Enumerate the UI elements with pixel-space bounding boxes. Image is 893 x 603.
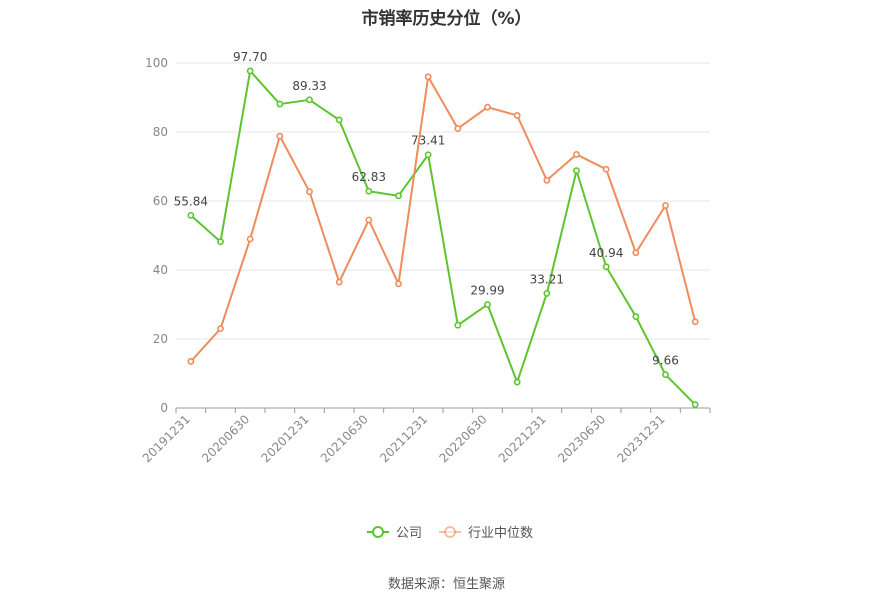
data-point xyxy=(513,112,521,119)
x-tick-label: 20200630 xyxy=(199,412,252,465)
data-point xyxy=(395,192,402,200)
data-label: 29.99 xyxy=(470,284,504,298)
series-line-1 xyxy=(190,75,697,363)
series-line-0 xyxy=(190,69,696,406)
data-point xyxy=(454,321,462,329)
legend-label: 公司 xyxy=(396,526,422,541)
x-tick-label: 20210630 xyxy=(318,412,371,465)
data-point xyxy=(602,263,610,271)
data-point xyxy=(691,318,699,326)
y-tick-label: 20 xyxy=(153,332,168,346)
data-point xyxy=(573,167,580,175)
data-point xyxy=(365,187,373,195)
data-label: 62.83 xyxy=(352,170,386,184)
legend-swatch-marker xyxy=(372,526,384,538)
data-point xyxy=(454,125,462,132)
data-point xyxy=(424,151,432,159)
y-tick-label: 60 xyxy=(153,194,168,208)
data-point xyxy=(246,235,254,243)
data-point xyxy=(662,202,669,209)
data-point xyxy=(335,116,343,124)
data-point xyxy=(365,216,373,224)
data-point xyxy=(187,358,195,365)
data-point xyxy=(306,96,313,104)
data-point xyxy=(632,249,640,257)
data-point xyxy=(543,290,551,297)
legend-swatch-marker xyxy=(444,526,456,538)
x-tick-label: 20221231 xyxy=(496,412,549,465)
x-tick-label: 20230630 xyxy=(555,412,608,465)
data-point xyxy=(543,176,551,184)
x-tick-label: 20211231 xyxy=(377,412,430,465)
data-point xyxy=(276,132,284,140)
data-point xyxy=(246,67,254,75)
data-label: 55.84 xyxy=(174,194,208,208)
x-tick-label: 20220630 xyxy=(437,412,490,465)
data-point xyxy=(691,401,699,408)
x-tick-label: 20191231 xyxy=(140,412,193,465)
data-point xyxy=(484,103,491,111)
y-tick-label: 40 xyxy=(153,263,168,277)
data-point xyxy=(217,325,224,333)
data-point xyxy=(395,280,402,288)
y-tick-label: 0 xyxy=(160,401,168,415)
data-label: 9.66 xyxy=(652,354,679,368)
y-tick-label: 100 xyxy=(145,56,168,70)
data-point xyxy=(187,211,195,219)
data-label: 33.21 xyxy=(530,272,564,286)
data-label: 73.41 xyxy=(411,134,445,148)
data-point xyxy=(335,278,343,286)
chart-title: 市销率历史分位（%） xyxy=(361,9,532,29)
y-tick-label: 80 xyxy=(153,125,168,139)
data-point xyxy=(306,188,313,196)
data-label: 89.33 xyxy=(292,79,326,93)
data-point xyxy=(602,165,610,173)
source-note: 数据来源：恒生聚源 xyxy=(387,577,505,592)
data-point xyxy=(484,301,491,308)
legend-label: 行业中位数 xyxy=(468,526,533,541)
x-tick-label: 20201231 xyxy=(259,412,312,465)
data-point xyxy=(662,371,669,379)
data-point xyxy=(573,151,580,158)
data-label: 97.70 xyxy=(233,50,267,64)
data-label: 40.94 xyxy=(589,246,623,260)
data-point xyxy=(632,313,640,320)
x-tick-label: 20231231 xyxy=(615,412,668,465)
data-point xyxy=(217,238,224,246)
data-point xyxy=(513,378,521,386)
data-point xyxy=(276,100,284,108)
data-point xyxy=(424,73,432,81)
